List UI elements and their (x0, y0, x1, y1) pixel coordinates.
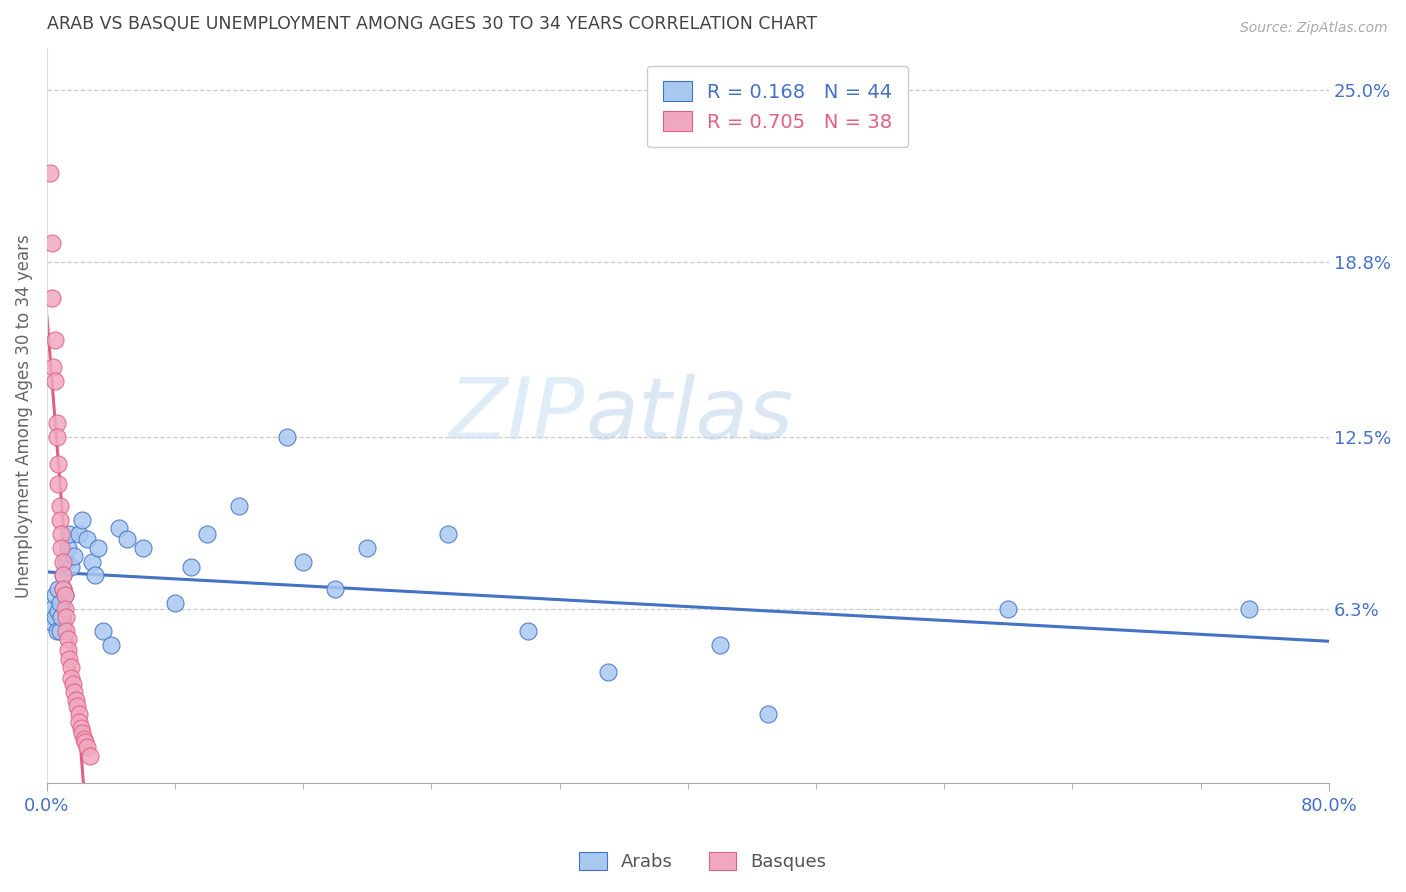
Point (228, 499, 250, 513)
Point (63, 685, 86, 699)
Text: ZIP: ZIP (449, 375, 585, 458)
Point (52, 582, 75, 597)
Point (67, 526, 90, 541)
Point (41, 291, 63, 305)
Point (67, 706, 90, 721)
Point (80, 554, 103, 568)
Point (59, 671, 82, 685)
Point (516, 624, 538, 638)
Point (55, 554, 77, 568)
Point (76, 740, 98, 755)
Point (48, 513, 70, 527)
Point (45, 430, 67, 444)
Point (91, 624, 114, 638)
Point (292, 554, 315, 568)
Legend: Arabs, Basques: Arabs, Basques (572, 845, 834, 879)
Point (41, 235, 63, 250)
Point (45, 624, 67, 638)
Point (53, 588, 76, 602)
Point (41, 601, 63, 615)
Point (436, 526, 458, 541)
Point (596, 665, 619, 680)
Point (48, 499, 70, 513)
Point (53, 601, 76, 615)
Point (51, 541, 73, 555)
Point (44, 333, 66, 347)
Point (195, 526, 218, 541)
Point (67, 715, 90, 730)
Point (56, 541, 79, 555)
Point (52, 582, 75, 597)
Point (42, 615, 65, 630)
Point (108, 521, 131, 535)
Y-axis label: Unemployment Among Ages 30 to 34 years: Unemployment Among Ages 30 to 34 years (15, 234, 32, 598)
Point (115, 533, 138, 547)
Point (70, 726, 93, 740)
Point (65, 693, 87, 707)
Point (84, 568, 107, 582)
Point (44, 610, 66, 624)
Point (44, 374, 66, 388)
Text: Source: ZipAtlas.com: Source: ZipAtlas.com (1240, 21, 1388, 35)
Point (58, 526, 80, 541)
Point (756, 706, 779, 721)
Point (70, 513, 93, 527)
Point (48, 596, 70, 610)
Point (56, 643, 79, 657)
Point (165, 596, 187, 610)
Point (46, 458, 69, 472)
Point (52, 568, 75, 582)
Point (100, 638, 122, 652)
Point (52, 568, 75, 582)
Point (59, 660, 82, 674)
Point (356, 541, 378, 555)
Point (1237, 601, 1260, 615)
Point (709, 638, 731, 652)
Point (180, 560, 202, 574)
Text: atlas: atlas (585, 375, 793, 458)
Text: ARAB VS BASQUE UNEMPLOYMENT AMONG AGES 30 TO 34 YEARS CORRELATION CHART: ARAB VS BASQUE UNEMPLOYMENT AMONG AGES 3… (46, 15, 817, 33)
Point (87, 541, 110, 555)
Legend: R = 0.168   N = 44, R = 0.705   N = 38: R = 0.168 N = 44, R = 0.705 N = 38 (647, 65, 908, 147)
Point (63, 549, 86, 563)
Point (44, 588, 66, 602)
Point (76, 533, 98, 547)
Point (53, 588, 76, 602)
Point (48, 624, 70, 638)
Point (75, 735, 97, 749)
Point (46, 604, 69, 618)
Point (62, 676, 84, 690)
Point (55, 610, 77, 624)
Point (51, 526, 73, 541)
Point (51, 610, 73, 624)
Point (39, 166, 62, 180)
Point (42, 360, 65, 375)
Point (66, 698, 89, 713)
Point (997, 601, 1019, 615)
Point (79, 748, 101, 763)
Point (58, 651, 80, 665)
Point (73, 731, 96, 746)
Point (325, 582, 347, 597)
Point (59, 560, 82, 574)
Point (45, 416, 67, 430)
Point (276, 430, 298, 444)
Point (52, 554, 75, 568)
Point (69, 721, 91, 735)
Point (132, 541, 155, 555)
Point (56, 632, 79, 647)
Point (55, 624, 77, 638)
Point (46, 582, 69, 597)
Point (46, 476, 69, 491)
